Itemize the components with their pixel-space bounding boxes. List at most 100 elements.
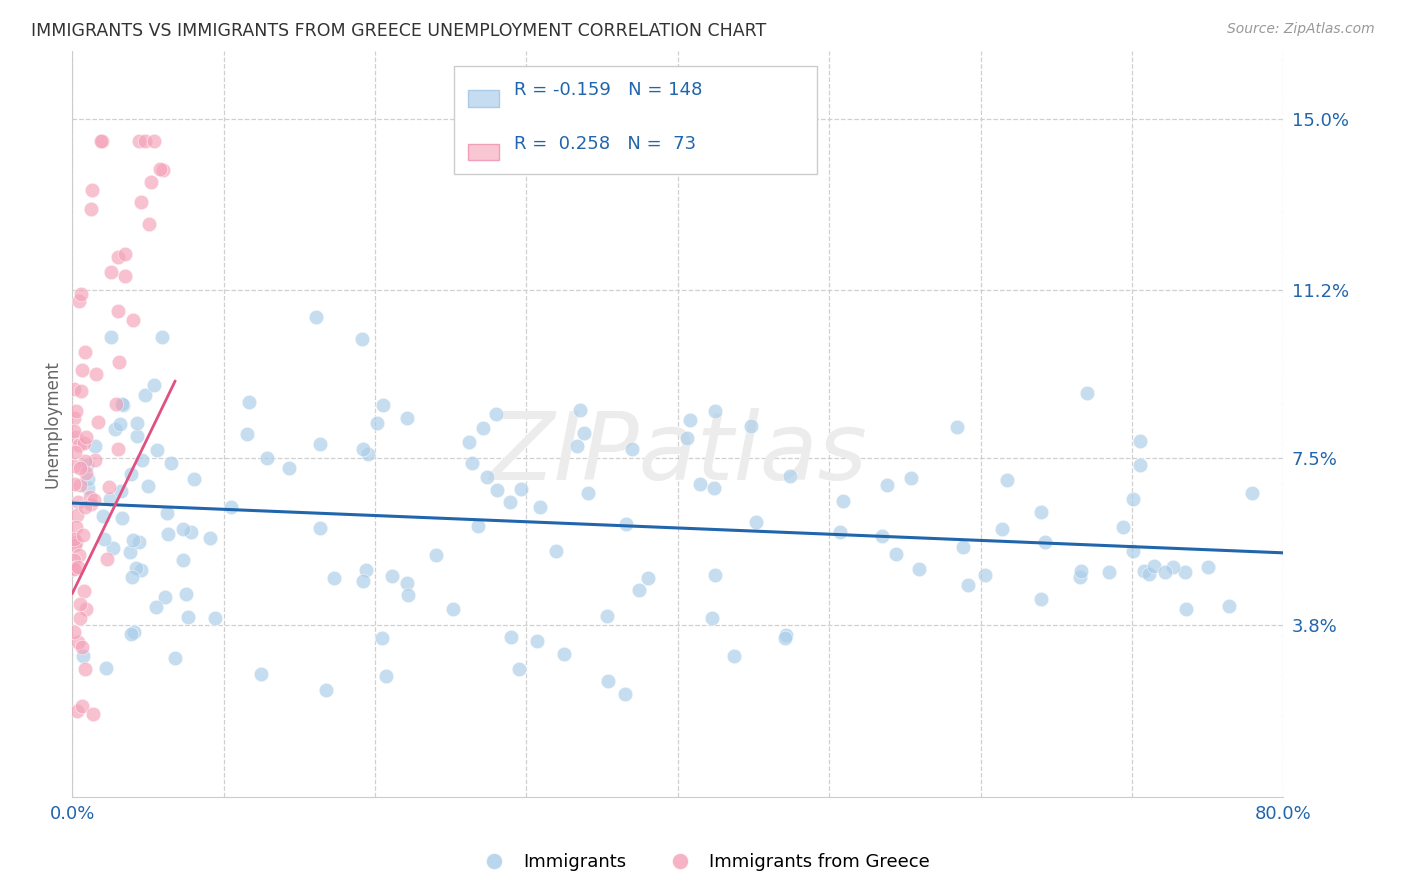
Text: Source: ZipAtlas.com: Source: ZipAtlas.com bbox=[1227, 22, 1375, 37]
Point bbox=[441, 602, 464, 616]
Point bbox=[676, 431, 699, 445]
Point bbox=[1154, 565, 1177, 579]
Point bbox=[62, 532, 84, 546]
Point bbox=[354, 563, 377, 577]
Point bbox=[76, 458, 98, 472]
Point bbox=[82, 707, 104, 722]
Point bbox=[63, 458, 86, 473]
Point bbox=[153, 590, 176, 604]
Point bbox=[1069, 570, 1091, 584]
Point bbox=[832, 494, 855, 508]
Point bbox=[395, 410, 418, 425]
Point bbox=[352, 332, 374, 346]
Point bbox=[65, 508, 87, 523]
Point bbox=[723, 648, 745, 663]
Point bbox=[121, 570, 143, 584]
Point bbox=[134, 388, 156, 402]
Text: IMMIGRANTS VS IMMIGRANTS FROM GREECE UNEMPLOYMENT CORRELATION CHART: IMMIGRANTS VS IMMIGRANTS FROM GREECE UNE… bbox=[31, 22, 766, 40]
Text: ZIPatlas: ZIPatlas bbox=[489, 409, 866, 500]
Point bbox=[1098, 565, 1121, 579]
Point bbox=[567, 439, 589, 453]
Point bbox=[94, 661, 117, 675]
Point bbox=[366, 416, 388, 430]
Point bbox=[110, 484, 132, 499]
Point bbox=[485, 483, 508, 497]
Point bbox=[779, 468, 801, 483]
Point bbox=[66, 560, 89, 574]
Point bbox=[183, 472, 205, 486]
Point bbox=[553, 648, 575, 662]
Point bbox=[501, 631, 523, 645]
Point bbox=[124, 561, 146, 575]
Point bbox=[100, 329, 122, 343]
Point bbox=[596, 674, 619, 689]
Point bbox=[689, 477, 711, 491]
Point bbox=[101, 541, 124, 555]
Point bbox=[66, 704, 89, 718]
Point bbox=[91, 134, 114, 148]
Point bbox=[250, 666, 273, 681]
Point bbox=[83, 493, 105, 508]
Point bbox=[107, 251, 129, 265]
Point bbox=[75, 453, 97, 467]
Point bbox=[576, 486, 599, 500]
Point bbox=[1143, 558, 1166, 573]
Point bbox=[508, 661, 530, 675]
Point bbox=[82, 183, 104, 197]
Point bbox=[70, 699, 93, 714]
Point bbox=[129, 194, 152, 209]
Point bbox=[703, 481, 725, 495]
Point bbox=[946, 420, 969, 434]
Point bbox=[1240, 486, 1263, 500]
Point bbox=[129, 563, 152, 577]
Point bbox=[1031, 504, 1053, 518]
Point bbox=[620, 442, 643, 457]
Point bbox=[396, 588, 419, 602]
Point bbox=[136, 479, 159, 493]
Point bbox=[97, 480, 120, 494]
Point bbox=[75, 430, 97, 444]
Point bbox=[70, 640, 93, 654]
Point bbox=[876, 477, 898, 491]
Point bbox=[526, 634, 548, 648]
Point bbox=[67, 438, 90, 452]
Point bbox=[1122, 492, 1144, 507]
Point bbox=[995, 474, 1018, 488]
Point bbox=[1161, 560, 1184, 574]
Point bbox=[96, 552, 118, 566]
Point bbox=[62, 477, 84, 491]
Point bbox=[305, 310, 328, 325]
Point bbox=[477, 470, 499, 484]
Point bbox=[90, 134, 112, 148]
Point bbox=[870, 529, 893, 543]
Point bbox=[1129, 434, 1152, 448]
Point bbox=[73, 345, 96, 359]
Point bbox=[125, 428, 148, 442]
Point bbox=[114, 268, 136, 283]
Point bbox=[900, 471, 922, 485]
Point bbox=[87, 415, 110, 429]
Point bbox=[180, 524, 202, 539]
Point bbox=[703, 404, 725, 418]
Point bbox=[1070, 564, 1092, 578]
Point bbox=[219, 500, 242, 515]
Point bbox=[485, 407, 508, 421]
Point bbox=[152, 162, 174, 177]
Point bbox=[172, 553, 194, 567]
Point bbox=[118, 544, 141, 558]
Point bbox=[150, 330, 173, 344]
Point bbox=[75, 500, 97, 514]
Point bbox=[139, 175, 162, 189]
Point bbox=[121, 313, 143, 327]
Point bbox=[65, 520, 87, 534]
Point bbox=[142, 134, 165, 148]
Point bbox=[128, 534, 150, 549]
Point bbox=[1197, 560, 1219, 574]
Point bbox=[63, 382, 86, 396]
Text: R =  0.258   N =  73: R = 0.258 N = 73 bbox=[513, 135, 696, 153]
Point bbox=[62, 553, 84, 567]
Point bbox=[84, 453, 107, 467]
Point bbox=[1112, 519, 1135, 533]
Point bbox=[100, 265, 122, 279]
Point bbox=[62, 561, 84, 575]
